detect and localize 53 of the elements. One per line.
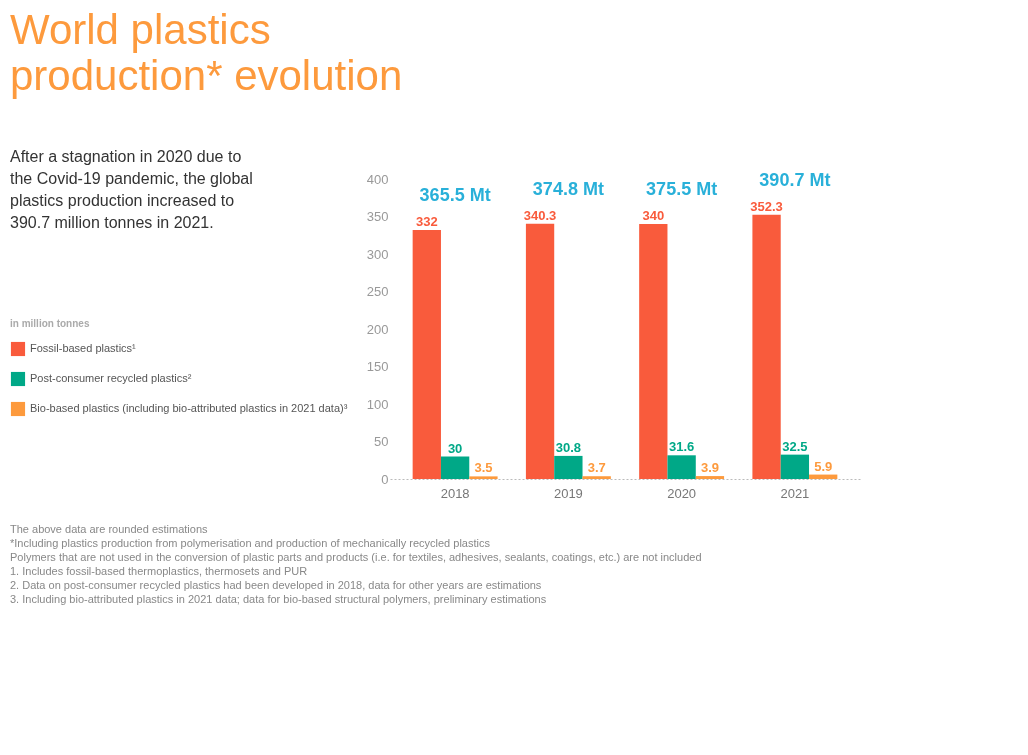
text: After a stagnation in 2020 due to the Covid-19 pandemic, the global plastics production increased to 390.7 million tonnes in 2021. — [10, 148, 253, 231]
bar — [752, 214, 781, 479]
bar — [695, 476, 725, 479]
x-tick-label: 2019 — [553, 485, 583, 501]
data-label: 32.5 — [782, 438, 808, 454]
y-tick-label: 350 — [366, 209, 389, 224]
bar — [667, 455, 696, 479]
text: The above data are rounded estimations — [10, 523, 209, 535]
total-label: 365.5 Mt — [419, 185, 491, 205]
data-label: 3.5 — [474, 460, 493, 476]
data-label: 352.3 — [750, 198, 783, 214]
data-label: 3.9 — [700, 460, 719, 476]
bar — [554, 455, 583, 479]
chart-title: World plastics production* evolution — [10, 6, 403, 99]
y-tick-label: 0 — [381, 471, 389, 487]
text: 3. Including bio-attributed plastics in 2021 data; data for bio-based structural polymers, preliminary estimations — [10, 593, 547, 605]
data-label: 3.7 — [587, 460, 606, 476]
bar — [469, 476, 498, 479]
x-tick-label: 2021 — [780, 485, 810, 501]
data-label: 332 — [415, 214, 438, 229]
data-label: 30 — [447, 440, 463, 456]
legend-label: Fossil-based plastics¹ — [30, 342, 137, 354]
data-label: 340.3 — [523, 207, 557, 223]
bar — [412, 230, 441, 479]
data-label: 30.8 — [555, 439, 582, 455]
y-tick-label: 300 — [366, 246, 389, 262]
y-tick-label: 250 — [366, 284, 389, 299]
text: *Including plastics production from polymerisation and production of mechanically recycled plastics — [10, 537, 491, 549]
bar — [582, 476, 611, 479]
bar — [809, 474, 838, 479]
text: Polymers that are not used in the conversion of plastic parts and products (i.e. for textiles, adhesives, sealants, coatings, etc.) are not included — [10, 551, 702, 563]
bar — [780, 454, 810, 479]
bar — [440, 456, 470, 479]
y-tick-label: 50 — [374, 434, 389, 449]
y-tick-label: 150 — [366, 359, 389, 374]
legend-label: Post-consumer recycled plastics² — [30, 372, 192, 384]
bar — [525, 223, 555, 479]
x-tick-label: 2018 — [440, 485, 470, 501]
y-tick-label: 100 — [366, 396, 389, 412]
bar — [639, 224, 668, 479]
text: 2. Data on post-consumer recycled plastics had been developed in 2018, data for other years are estimations — [10, 579, 542, 591]
total-label: 390.7 Mt — [759, 169, 831, 190]
data-label: 340 — [642, 208, 665, 223]
legend-title: in million tonnes — [10, 318, 90, 329]
legend-label: Bio-based plastics (including bio-attributed plastics in 2021 data)³ — [30, 402, 348, 414]
data-label: 5.9 — [814, 458, 833, 474]
y-tick-label: 400 — [366, 171, 389, 187]
x-tick-label: 2020 — [667, 485, 697, 501]
data-label: 31.6 — [668, 439, 695, 455]
total-label: 374.8 Mt — [532, 178, 604, 199]
total-label: 375.5 Mt — [646, 179, 718, 199]
y-tick-label: 200 — [366, 321, 389, 337]
text: 1. Includes fossil-based thermoplastics, thermosets and PUR — [10, 565, 308, 577]
